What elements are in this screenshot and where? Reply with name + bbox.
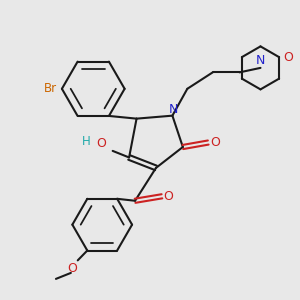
Text: O: O	[96, 137, 106, 150]
Text: N: N	[256, 54, 265, 67]
Text: O: O	[283, 51, 293, 64]
Text: O: O	[210, 136, 220, 149]
Text: H: H	[82, 134, 91, 148]
Text: N: N	[169, 103, 178, 116]
Text: Br: Br	[44, 82, 57, 95]
Text: O: O	[67, 262, 77, 275]
Text: O: O	[164, 190, 173, 203]
